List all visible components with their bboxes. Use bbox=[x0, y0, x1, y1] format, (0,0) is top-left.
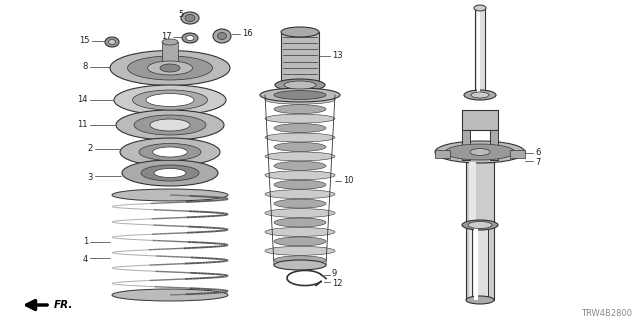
Ellipse shape bbox=[274, 91, 326, 100]
Bar bbox=[466, 162, 494, 300]
Text: 5: 5 bbox=[179, 10, 184, 19]
Ellipse shape bbox=[105, 37, 119, 47]
Ellipse shape bbox=[471, 92, 489, 98]
Ellipse shape bbox=[132, 90, 207, 110]
Ellipse shape bbox=[274, 124, 326, 132]
Ellipse shape bbox=[160, 64, 180, 72]
Text: 12: 12 bbox=[332, 278, 342, 287]
Ellipse shape bbox=[265, 133, 335, 142]
Ellipse shape bbox=[147, 61, 193, 75]
Text: 6: 6 bbox=[535, 148, 540, 156]
Ellipse shape bbox=[274, 260, 326, 270]
Ellipse shape bbox=[260, 88, 340, 102]
Ellipse shape bbox=[152, 147, 188, 157]
Ellipse shape bbox=[274, 218, 326, 227]
Text: 7: 7 bbox=[535, 157, 540, 166]
Ellipse shape bbox=[112, 289, 228, 301]
Text: 2: 2 bbox=[88, 143, 93, 153]
Ellipse shape bbox=[265, 209, 335, 218]
Text: 10: 10 bbox=[343, 175, 353, 185]
Ellipse shape bbox=[116, 110, 224, 140]
Bar bbox=[474, 225, 478, 300]
Ellipse shape bbox=[274, 237, 326, 246]
Ellipse shape bbox=[265, 190, 335, 199]
Text: 1: 1 bbox=[83, 237, 88, 246]
Bar bbox=[469, 162, 476, 300]
Ellipse shape bbox=[154, 169, 186, 178]
Ellipse shape bbox=[265, 114, 335, 123]
Bar bbox=[462, 110, 498, 130]
Ellipse shape bbox=[466, 296, 494, 304]
Text: 3: 3 bbox=[88, 172, 93, 181]
Ellipse shape bbox=[134, 115, 206, 135]
Ellipse shape bbox=[470, 148, 490, 156]
Text: 14: 14 bbox=[77, 94, 88, 103]
Bar bbox=[477, 8, 480, 95]
Ellipse shape bbox=[146, 93, 194, 107]
Ellipse shape bbox=[468, 221, 492, 228]
Text: 11: 11 bbox=[77, 119, 88, 129]
Ellipse shape bbox=[265, 246, 335, 255]
Ellipse shape bbox=[274, 105, 326, 114]
Bar bbox=[162, 42, 178, 68]
Ellipse shape bbox=[162, 39, 178, 45]
Bar bbox=[475, 8, 485, 95]
Ellipse shape bbox=[274, 180, 326, 189]
Bar bbox=[472, 225, 488, 300]
Text: 13: 13 bbox=[332, 51, 342, 60]
Ellipse shape bbox=[114, 85, 226, 115]
Text: 9: 9 bbox=[332, 269, 337, 278]
Ellipse shape bbox=[218, 33, 227, 39]
Ellipse shape bbox=[122, 160, 218, 186]
Ellipse shape bbox=[213, 29, 231, 43]
Ellipse shape bbox=[462, 220, 498, 230]
Text: 8: 8 bbox=[83, 61, 88, 70]
Ellipse shape bbox=[265, 228, 335, 236]
Bar bbox=[462, 130, 470, 160]
Ellipse shape bbox=[127, 56, 212, 80]
Ellipse shape bbox=[265, 171, 335, 180]
Ellipse shape bbox=[150, 119, 190, 131]
Bar bbox=[435, 150, 450, 158]
Bar bbox=[510, 150, 525, 158]
Text: 17: 17 bbox=[161, 31, 172, 41]
Ellipse shape bbox=[185, 14, 195, 21]
Ellipse shape bbox=[464, 90, 496, 100]
Text: FR.: FR. bbox=[54, 300, 74, 310]
Ellipse shape bbox=[112, 189, 228, 201]
Bar bbox=[490, 130, 498, 160]
Ellipse shape bbox=[265, 95, 335, 104]
Ellipse shape bbox=[474, 5, 486, 11]
Text: 16: 16 bbox=[242, 28, 253, 37]
Ellipse shape bbox=[435, 141, 525, 163]
Ellipse shape bbox=[274, 256, 326, 265]
Ellipse shape bbox=[181, 12, 199, 24]
Ellipse shape bbox=[274, 142, 326, 151]
Ellipse shape bbox=[274, 161, 326, 170]
Bar bbox=[281, 32, 319, 85]
Ellipse shape bbox=[109, 39, 115, 44]
Text: TRW4B2800: TRW4B2800 bbox=[581, 308, 632, 317]
Ellipse shape bbox=[186, 36, 194, 41]
Ellipse shape bbox=[265, 152, 335, 161]
Ellipse shape bbox=[182, 33, 198, 43]
Ellipse shape bbox=[275, 79, 325, 91]
Ellipse shape bbox=[274, 199, 326, 208]
Ellipse shape bbox=[141, 165, 199, 181]
Ellipse shape bbox=[281, 27, 319, 37]
Ellipse shape bbox=[120, 138, 220, 166]
Ellipse shape bbox=[284, 81, 316, 89]
Ellipse shape bbox=[445, 144, 515, 160]
Text: 15: 15 bbox=[79, 36, 90, 44]
Text: 4: 4 bbox=[83, 255, 88, 265]
Ellipse shape bbox=[110, 51, 230, 85]
Ellipse shape bbox=[139, 143, 201, 161]
